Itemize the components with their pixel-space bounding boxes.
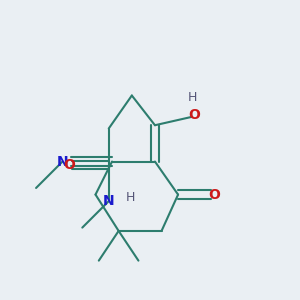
Text: N: N (103, 194, 115, 208)
Text: H: H (188, 91, 198, 104)
Text: H: H (125, 191, 135, 204)
Text: O: O (63, 158, 75, 172)
Text: O: O (189, 108, 200, 122)
Text: O: O (208, 188, 220, 202)
Text: N: N (57, 154, 68, 169)
